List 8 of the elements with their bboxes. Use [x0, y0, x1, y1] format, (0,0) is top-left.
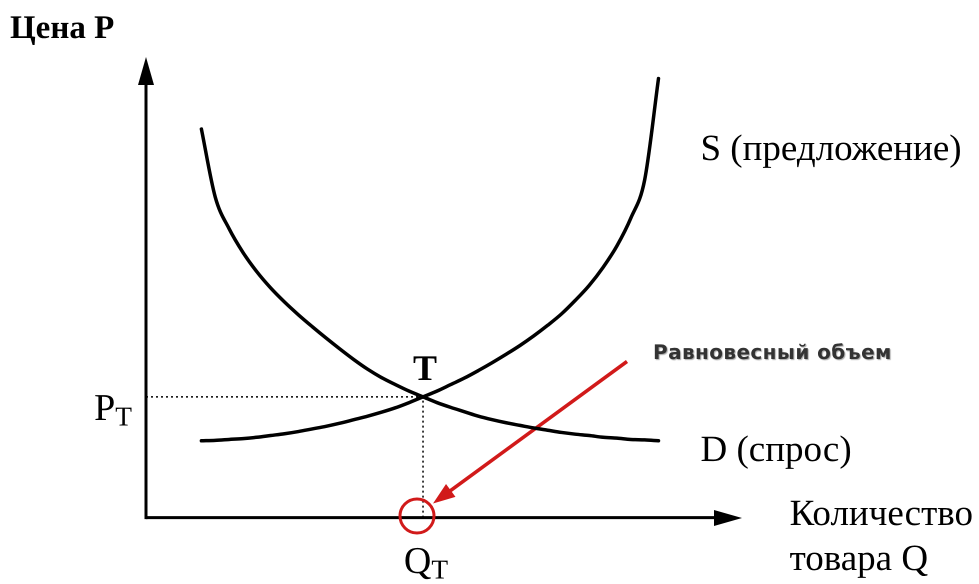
- ref-line-label: P$_{T}$: [94, 386, 132, 432]
- y-axis-title: Цена P: [10, 10, 114, 46]
- annotation: T: [413, 348, 438, 388]
- text: Q$_{T}$: [404, 540, 448, 584]
- annotation: Равновесный объем: [653, 340, 892, 364]
- series-label: D (спрос): [700, 429, 852, 470]
- series-label: S (предложение): [700, 128, 962, 170]
- x-axis-title: Количество товара Q: [790, 492, 974, 581]
